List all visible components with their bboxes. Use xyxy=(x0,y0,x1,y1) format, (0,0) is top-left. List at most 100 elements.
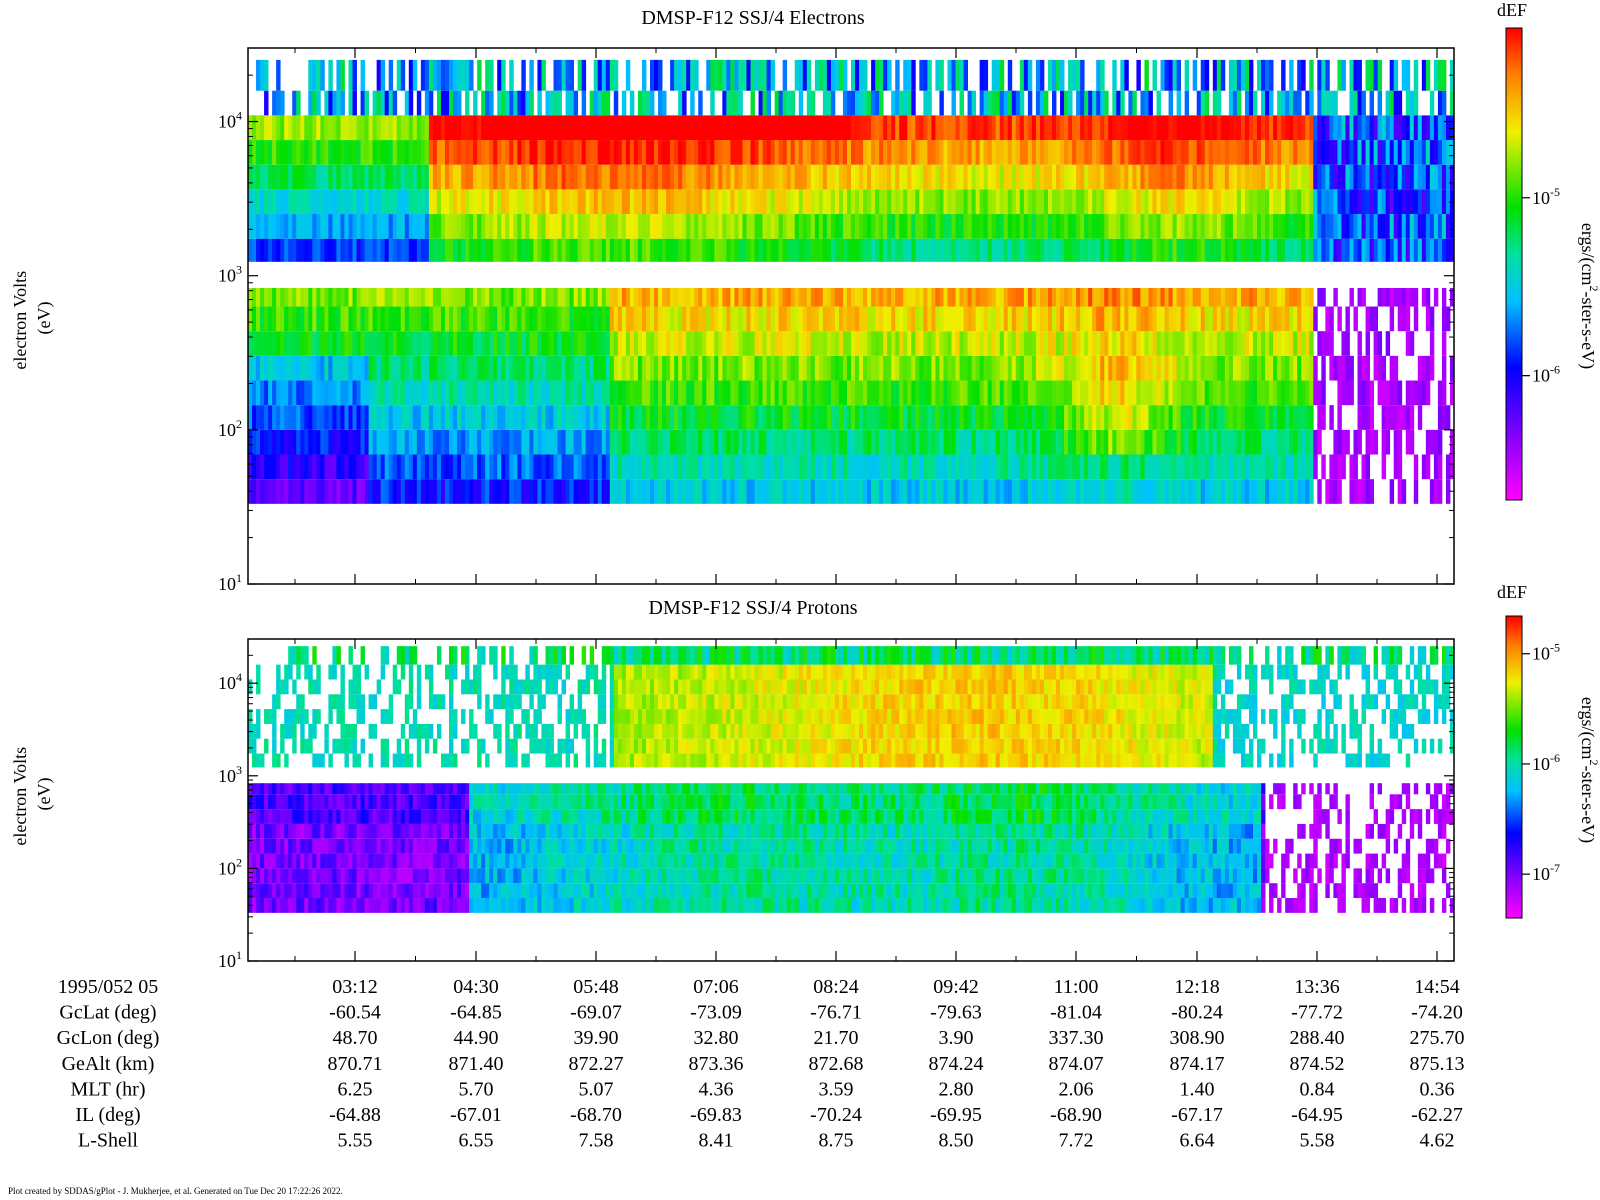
spectrogram-cell xyxy=(372,164,378,190)
spectrogram-cell xyxy=(1212,479,1218,504)
spectrogram-cell xyxy=(710,454,715,480)
spectrogram-cell xyxy=(436,429,442,455)
spectrogram-cell xyxy=(923,355,928,381)
spectrogram-cell xyxy=(248,838,253,854)
spectrogram-cell xyxy=(718,306,723,332)
spectrogram-cell xyxy=(798,189,804,215)
spectrogram-cell xyxy=(605,238,611,262)
spectrogram-cell xyxy=(915,355,920,381)
spectrogram-cell xyxy=(428,115,434,141)
spectrogram-cell xyxy=(1216,331,1222,356)
spectrogram-cell xyxy=(1341,140,1346,165)
spectrogram-cell xyxy=(1228,59,1234,91)
spectrogram-cell xyxy=(1273,479,1278,504)
spectrogram-cell xyxy=(573,214,579,239)
spectrogram-cell xyxy=(1236,355,1242,381)
spectrogram-cell xyxy=(276,868,281,884)
spectrogram-cell xyxy=(557,164,562,190)
spectrogram-cell xyxy=(859,90,864,116)
spectrogram-cell xyxy=(304,238,309,262)
spectrogram-cell xyxy=(939,90,944,116)
spectrogram-cell xyxy=(613,306,619,332)
spectrogram-cell xyxy=(404,479,410,504)
spectrogram-cell xyxy=(1019,238,1025,262)
spectrogram-cell xyxy=(690,306,695,332)
spectrogram-cell xyxy=(1224,355,1230,381)
spectrogram-cell xyxy=(1261,164,1266,190)
spectrogram-cell xyxy=(1204,140,1210,165)
spectrogram-cell xyxy=(1281,140,1286,165)
spectrogram-cell xyxy=(1160,115,1165,141)
spectrogram-cell xyxy=(444,306,450,332)
spectrogram-cell xyxy=(698,331,703,356)
spectrogram-cell xyxy=(806,479,812,504)
spectrogram-cell xyxy=(308,429,313,455)
spectrogram-cell xyxy=(541,306,546,332)
spectrogram-cell xyxy=(585,288,591,307)
spectrogram-cell xyxy=(678,331,683,356)
spectrogram-cell xyxy=(670,479,675,504)
spectrogram-cell xyxy=(360,454,365,480)
spectrogram-cell xyxy=(352,238,357,262)
spectrogram-cell xyxy=(384,115,390,141)
spectrogram-cell xyxy=(461,140,466,165)
spectrogram-cell xyxy=(903,164,908,190)
spectrogram-cell xyxy=(252,723,257,739)
spectrogram-cell xyxy=(935,164,940,190)
spectrogram-cell xyxy=(778,331,784,356)
spectrogram-cell xyxy=(561,479,566,504)
spectrogram-cell xyxy=(1253,189,1258,215)
spectrogram-cell xyxy=(581,164,587,190)
spectrogram-cell xyxy=(734,479,739,504)
spectrogram-cell xyxy=(328,306,333,332)
spectrogram-cell xyxy=(352,140,357,165)
spectrogram-cell xyxy=(288,331,293,356)
spectrogram-cell xyxy=(694,454,699,480)
spectrogram-cell xyxy=(416,214,422,239)
spectrogram-cell xyxy=(1445,214,1451,239)
spectrogram-cell xyxy=(525,405,530,430)
spectrogram-cell xyxy=(806,306,812,332)
spectrogram-cell xyxy=(907,238,912,262)
spectrogram-cell xyxy=(1389,238,1395,262)
spectrogram-cell xyxy=(1305,90,1310,116)
spectrogram-cell xyxy=(1160,59,1165,91)
spectrogram-cell xyxy=(501,405,506,430)
spectrogram-cell xyxy=(465,355,470,381)
spectrogram-cell xyxy=(1285,140,1290,165)
spectrogram-cell xyxy=(810,214,816,239)
spectrogram-cell xyxy=(605,429,611,455)
spectrogram-cell xyxy=(722,90,727,116)
spectrogram-cell xyxy=(1136,115,1141,141)
spectrogram-cell xyxy=(1232,331,1238,356)
spectrogram-cell xyxy=(983,164,989,190)
spectrogram-cell xyxy=(545,288,550,307)
spectrogram-cell xyxy=(525,214,530,239)
spectrogram-cell xyxy=(1345,355,1350,381)
spectrogram-cell xyxy=(473,479,478,504)
spectrogram-cell xyxy=(312,90,317,116)
spectrogram-cell xyxy=(264,823,269,839)
spectrogram-cell xyxy=(1056,355,1061,381)
spectrogram-cell xyxy=(1405,90,1411,116)
spectrogram-cell xyxy=(1015,355,1021,381)
spectrogram-cell xyxy=(372,355,378,381)
spectrogram-cell xyxy=(284,454,289,480)
spectrogram-cell xyxy=(1132,454,1137,480)
spectrogram-cell xyxy=(356,115,361,141)
spectrogram-cell xyxy=(670,331,675,356)
spectrogram-cell xyxy=(1148,454,1153,480)
spectrogram-cell xyxy=(1052,59,1057,91)
spectrogram-cell xyxy=(1015,479,1021,504)
spectrogram-cell xyxy=(662,214,667,239)
spectrogram-cell xyxy=(1405,59,1411,91)
spectrogram-cell xyxy=(1136,479,1141,504)
spectrogram-cell xyxy=(1124,454,1129,480)
spectrogram-cell xyxy=(324,355,329,381)
spectrogram-cell xyxy=(1212,288,1218,307)
spectrogram-cell xyxy=(348,140,353,165)
spectrogram-cell xyxy=(453,355,458,381)
spectrogram-cell xyxy=(798,59,804,91)
spectrogram-cell xyxy=(891,214,896,239)
spectrogram-cell xyxy=(248,429,253,455)
